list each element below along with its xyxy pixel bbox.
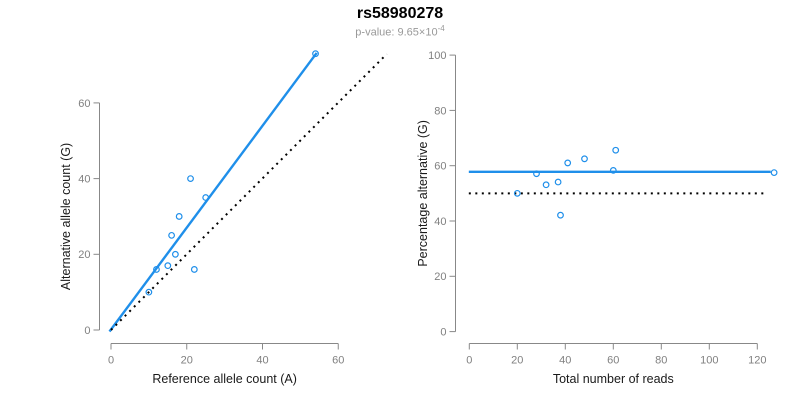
- pvalue-exponent: -4: [437, 24, 445, 33]
- y-tick-label: 80: [434, 105, 446, 117]
- data-point: [533, 170, 540, 178]
- x-tick-label: 20: [181, 355, 193, 367]
- x-tick-label: 100: [700, 355, 718, 367]
- y-tick-label: 20: [434, 271, 446, 283]
- scatter-points: [145, 50, 319, 296]
- x-tick-label: 40: [559, 355, 571, 367]
- data-point: [168, 231, 176, 239]
- allele-counts-panel: 0 20 40 60 0 20 40 60 Reference allele count (A)…: [59, 50, 388, 386]
- data-point: [171, 250, 179, 258]
- y-tick-label: 60: [78, 98, 90, 110]
- data-point: [564, 159, 572, 167]
- data-point: [542, 181, 550, 189]
- y-tick-label: 0: [440, 326, 446, 338]
- data-point: [581, 155, 588, 163]
- y-tick-label: 60: [434, 161, 446, 173]
- data-point: [202, 194, 210, 201]
- y-tick-label: 40: [434, 216, 446, 228]
- data-point: [145, 288, 153, 296]
- data-point: [190, 266, 198, 273]
- regression-line: [108, 52, 318, 333]
- x-tick-label: 60: [607, 355, 619, 367]
- y-tick-label: 20: [78, 249, 90, 261]
- y-tick-label: 0: [84, 325, 90, 337]
- data-point: [609, 167, 617, 174]
- x-tick-label: 120: [748, 355, 766, 367]
- x-axis-title: Total number of reads: [553, 372, 674, 386]
- data-point: [554, 178, 562, 186]
- data-point: [557, 211, 564, 219]
- percentage-panel: 0 20 40 60 80 100 0 20 40 60 80 100 120 Total number …: [416, 50, 778, 386]
- data-point: [770, 169, 778, 177]
- data-point: [164, 262, 172, 270]
- y-axis-title: Percentage alternative (G): [416, 120, 430, 267]
- figure-title: rs58980278: [356, 5, 444, 22]
- identity-line: [110, 53, 388, 331]
- x-tick-label: 60: [332, 355, 344, 367]
- scatter-points: [513, 146, 778, 219]
- data-point: [153, 266, 160, 273]
- y-axis-title: Alternative allele count (G): [59, 143, 73, 290]
- data-point: [175, 213, 183, 220]
- x-tick-label: 20: [511, 355, 523, 367]
- data-point: [612, 146, 620, 154]
- data-point: [312, 50, 319, 58]
- figure-subtitle: p-value: 9.65×10-4: [0, 24, 800, 39]
- x-axis-title: Reference allele count (A): [152, 372, 297, 386]
- data-point: [187, 175, 194, 183]
- y-tick-label: 100: [428, 50, 446, 62]
- x-tick-label: 80: [655, 355, 667, 367]
- x-tick-label: 0: [108, 355, 114, 367]
- x-tick-label: 0: [466, 355, 472, 367]
- pvalue-text: p-value: 9.65×10: [355, 26, 438, 39]
- data-point: [513, 189, 521, 197]
- x-tick-label: 40: [256, 355, 268, 367]
- y-tick-label: 40: [78, 173, 90, 185]
